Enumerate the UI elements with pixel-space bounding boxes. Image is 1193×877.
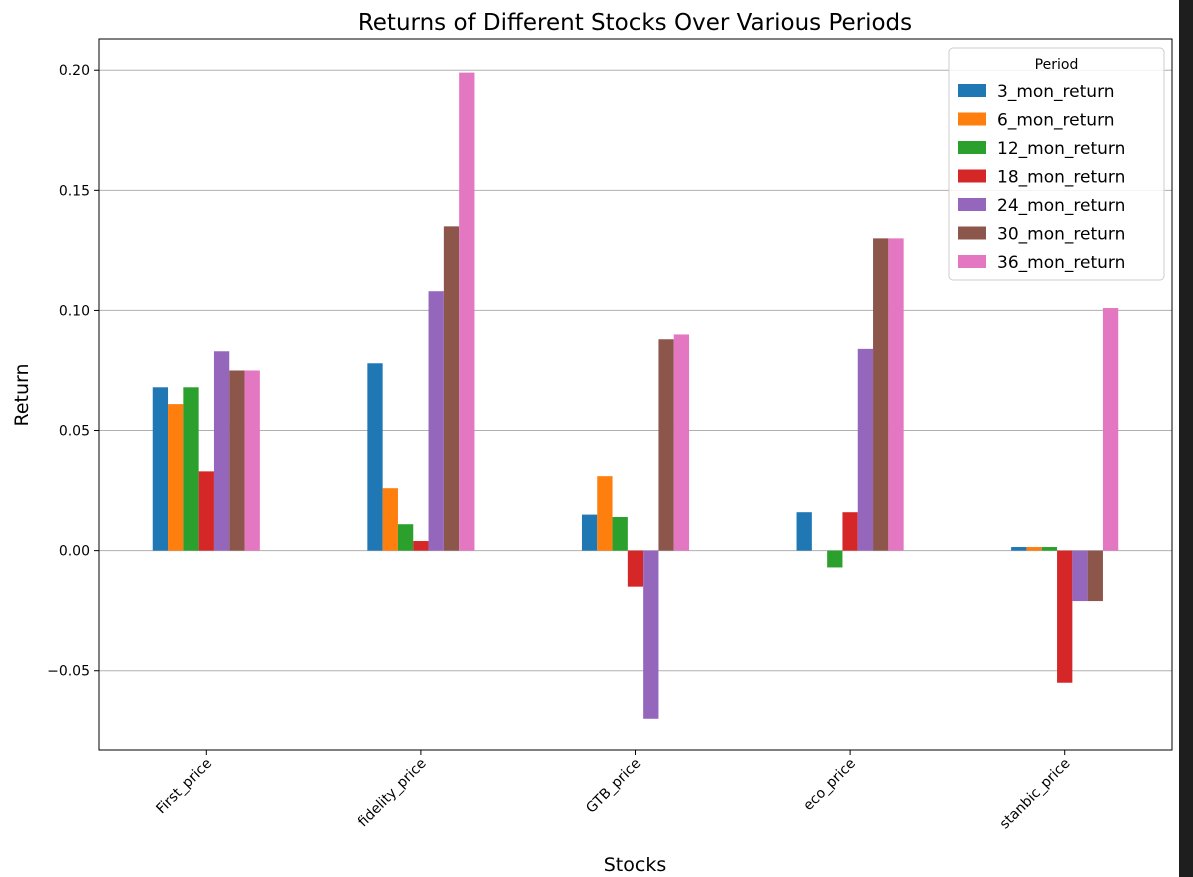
bar [1087,550,1103,602]
legend-entry: 18_mon_return [997,168,1125,188]
y-tick-label: −0.05 [47,664,90,680]
legend-box [948,47,1165,281]
x-tick-label: stanbic_price [997,756,1074,833]
bar [168,404,184,551]
bar [244,370,260,551]
bar [643,550,659,719]
legend: Period 3_mon_return 6_mon_return 12_mon_ret… [948,47,1165,281]
legend-swatch [958,169,986,183]
bar [658,339,674,551]
bar [443,226,460,551]
bar [612,517,628,551]
legend-entry: 36_mon_return [997,253,1125,273]
legend-entry: 6_mon_return [997,111,1115,131]
grid-lines [99,69,1172,672]
x-axis-label: Stocks [604,854,666,876]
bar [842,512,858,551]
legend-entry: 3_mon_return [997,82,1115,102]
bar [367,363,383,551]
chart-title: Returns of Different Stocks Over Various… [358,10,912,36]
bar [581,514,598,551]
x-axis-ticks: First_price fidelity_price GTB_price eco_pr… [153,750,1074,833]
legend-swatch [958,84,986,97]
x-tick-label: GTB_price [583,756,644,817]
bar [627,550,644,587]
bar [597,476,613,551]
bar [1011,547,1027,551]
legend-swatch [958,112,986,126]
legend-swatch [958,255,986,268]
bar [1057,550,1073,683]
legend-entry: 12_mon_return [997,139,1125,159]
x-tick-label: eco_price [800,756,858,814]
bars [152,72,1119,719]
bar [827,550,843,568]
y-tick-label: 0.05 [59,424,90,440]
x-tick-label: fidelity_price [355,756,430,831]
legend-swatch [958,226,986,240]
y-axis-ticks: −0.05 0.00 0.05 0.10 0.15 0.20 [47,63,99,680]
bar [1026,547,1042,551]
bar [428,291,444,551]
y-tick-label: 0.10 [59,303,90,319]
legend-swatch [958,198,986,211]
bar [673,334,690,551]
legend-swatch [958,141,986,154]
y-axis-label: Return [11,363,33,426]
y-tick-label: 0.00 [59,544,90,560]
bar [213,351,230,551]
bar [183,387,199,551]
bar [1041,547,1058,551]
bar [382,488,398,551]
y-tick-label: 0.20 [59,63,90,79]
bar [413,541,429,551]
legend-title: Period [1035,57,1079,73]
window-edge-strip [1179,0,1193,877]
bar [796,512,812,551]
bar [397,524,414,551]
bar [459,72,475,551]
y-tick-label: 0.15 [59,183,90,199]
legend-entry: 30_mon_return [997,225,1125,245]
bar [198,471,214,551]
bar [888,238,904,551]
bar [1102,308,1119,551]
bar [873,238,889,551]
bar [152,387,169,551]
bar [229,370,245,551]
x-tick-label: First_price [153,756,215,818]
legend-entry: 24_mon_return [997,196,1125,216]
bar [1072,550,1088,602]
bar [857,348,874,551]
